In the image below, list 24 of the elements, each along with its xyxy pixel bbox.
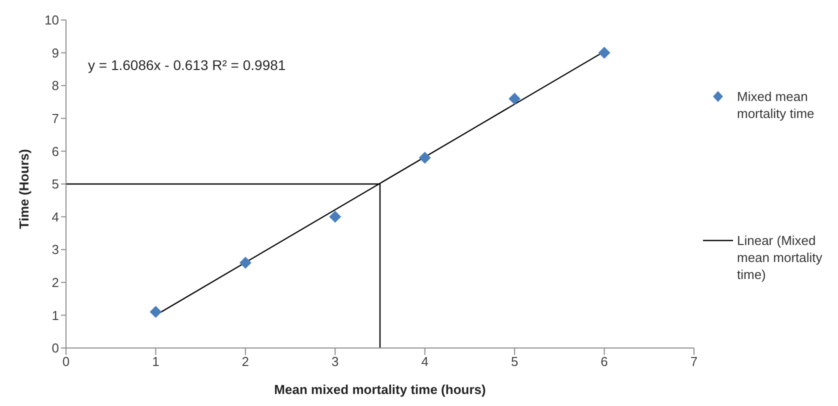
y-tick-label: 6 bbox=[52, 144, 59, 159]
x-axis-title: Mean mixed mortality time (hours) bbox=[274, 382, 486, 397]
y-tick-label: 5 bbox=[52, 176, 59, 192]
y-tick-label: 8 bbox=[52, 78, 59, 94]
y-tick-label: 4 bbox=[52, 209, 59, 224]
y-tick-label: 7 bbox=[52, 111, 59, 126]
legend-label: Linear (Mixed mean mortality time) bbox=[737, 232, 824, 283]
y-tick-label: 3 bbox=[52, 242, 59, 258]
y-tick-label: 10 bbox=[44, 12, 59, 28]
y-axis-title: Time (Hours) bbox=[16, 149, 32, 229]
x-tick-label: 1 bbox=[152, 354, 160, 370]
x-tick-label: 5 bbox=[510, 354, 518, 370]
legend-label: Mixed mean mortality time bbox=[737, 88, 816, 122]
x-tick-label: 6 bbox=[600, 354, 608, 370]
y-tick-label: 1 bbox=[52, 308, 59, 323]
y-tick-label: 2 bbox=[52, 275, 59, 290]
x-tick-label: 3 bbox=[332, 354, 339, 370]
annotation: y = 1.6086x - 0.613 R² = 0.9981 bbox=[88, 57, 286, 73]
x-tick-label: 7 bbox=[690, 354, 698, 370]
y-tick-label: 9 bbox=[52, 45, 59, 60]
y-tick-label: 0 bbox=[52, 340, 59, 356]
x-tick-label: 0 bbox=[62, 354, 70, 370]
x-tick-label: 4 bbox=[421, 354, 428, 370]
x-tick-label: 2 bbox=[242, 354, 250, 370]
